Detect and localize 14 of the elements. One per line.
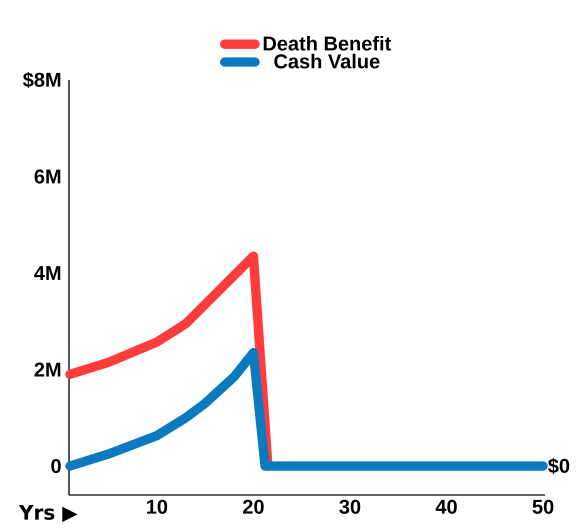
x-axis-title: Yrs ▶ [18,505,78,522]
legend-label: Death Benefit [264,36,392,51]
x-tick-label: 40 [436,500,457,514]
x-tick-label: 30 [339,500,360,514]
y-tick-label: 0 [51,458,61,474]
y-tick-label: 6M [34,169,60,184]
x-tick-label: 10 [146,500,168,514]
y-tick-label: 2M [34,362,60,377]
y-tick-label: $8M [22,72,60,88]
y-tick-label: 4M [34,266,60,280]
annotation: $0 [548,458,570,474]
x-tick-label: 20 [242,500,264,514]
x-tick-label: 50 [532,500,554,514]
legend-label: Cash Value [274,54,380,68]
